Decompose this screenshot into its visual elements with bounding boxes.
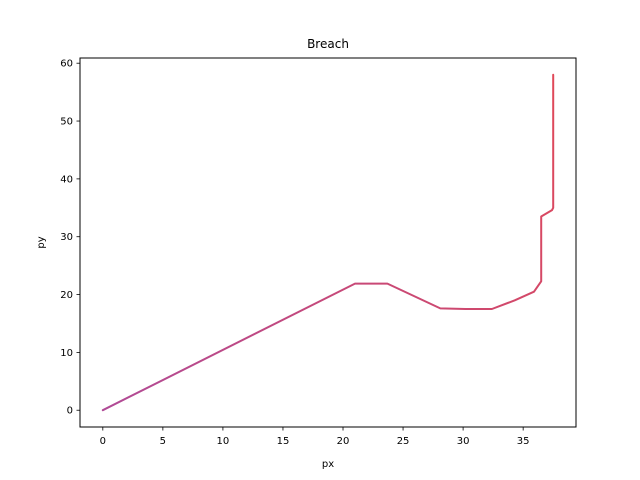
x-tick-label-7: 35 xyxy=(517,436,530,447)
x-axis-label: px xyxy=(322,459,334,470)
ticks-group: 0 5 10 15 20 25 30 35 0 10 20 30 40 50 60 xyxy=(60,59,529,447)
x-tick-label-3: 15 xyxy=(277,436,290,447)
y-tick-label-0: 0 xyxy=(67,406,73,417)
y-tick-label-1: 10 xyxy=(60,348,73,359)
plot-area xyxy=(80,58,576,427)
plot-frame xyxy=(79,57,577,428)
x-tick-label-4: 20 xyxy=(337,436,350,447)
y-tick-label-4: 40 xyxy=(60,174,73,185)
chart-title: Breach xyxy=(307,37,349,51)
x-tick-label-6: 30 xyxy=(457,436,470,447)
x-tick-label-5: 25 xyxy=(397,436,410,447)
x-tick-label-2: 10 xyxy=(217,436,230,447)
x-tick-label-0: 0 xyxy=(100,436,106,447)
y-tick-label-3: 30 xyxy=(60,232,73,243)
y-tick-label-5: 50 xyxy=(60,117,73,128)
series-group xyxy=(101,73,555,412)
x-tick-label-1: 5 xyxy=(160,436,166,447)
y-axis-label: py xyxy=(36,236,47,248)
series-line xyxy=(101,73,555,412)
y-tick-label-2: 20 xyxy=(60,290,73,301)
y-tick-label-6: 60 xyxy=(60,59,73,70)
